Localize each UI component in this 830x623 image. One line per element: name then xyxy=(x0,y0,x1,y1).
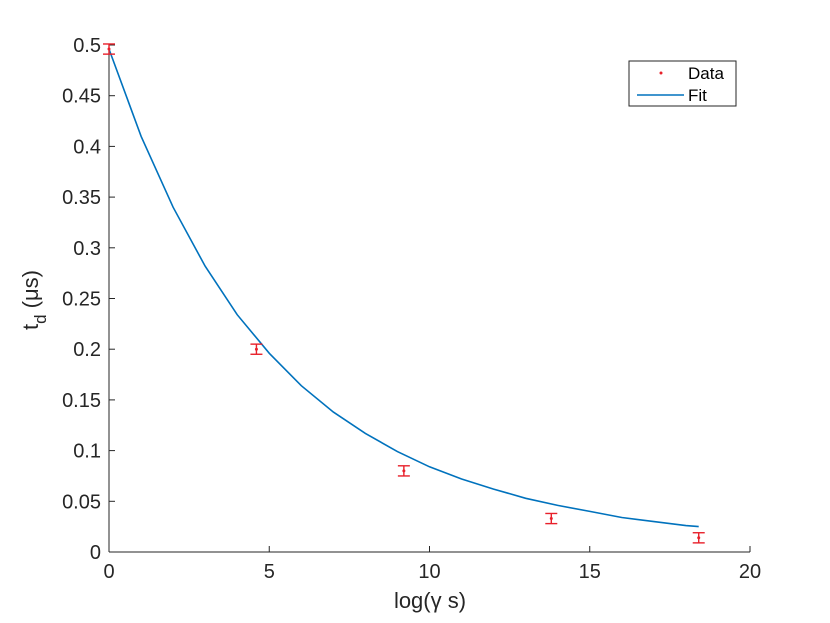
y-axis-title-unit: (μs) xyxy=(18,270,43,308)
x-axis-title: log(γ s) xyxy=(394,588,466,613)
y-tick-label: 0.05 xyxy=(62,491,101,513)
y-tick-label: 0.45 xyxy=(62,86,101,108)
data-point xyxy=(250,343,263,355)
data-marker xyxy=(549,517,553,521)
data-marker xyxy=(402,469,406,473)
data-series xyxy=(103,43,705,544)
data-marker xyxy=(107,47,111,51)
legend: Data Fit xyxy=(628,60,737,107)
x-ticks: 0 5 10 15 20 xyxy=(103,546,761,583)
y-axis-title-main: t xyxy=(18,324,43,330)
x-tick-label: 5 xyxy=(264,561,275,583)
y-tick-label: 0.25 xyxy=(62,289,101,311)
fit-line xyxy=(108,48,699,528)
data-point xyxy=(692,532,705,544)
data-point xyxy=(103,43,115,55)
legend-data-marker xyxy=(659,71,663,75)
x-tick-label: 20 xyxy=(739,561,761,583)
x-tick-label: 10 xyxy=(418,561,440,583)
data-point xyxy=(397,465,410,477)
data-point xyxy=(545,512,558,525)
y-tick-label: 0.5 xyxy=(73,35,101,57)
y-tick-label: 0.15 xyxy=(62,390,101,412)
data-marker xyxy=(254,347,258,351)
y-ticks: 0 0.05 0.1 0.15 0.2 0.25 0.3 0.35 0.4 0.45 0.5 xyxy=(62,35,115,564)
y-tick-label: 0.2 xyxy=(73,339,101,361)
y-tick-label: 0.4 xyxy=(73,136,101,158)
y-tick-label: 0.3 xyxy=(73,238,101,260)
x-tick-label: 0 xyxy=(103,561,114,583)
y-tick-label: 0.35 xyxy=(62,187,101,209)
x-tick-label: 15 xyxy=(579,561,601,583)
fit-series xyxy=(108,48,699,528)
y-tick-label: 0 xyxy=(90,542,101,564)
data-marker xyxy=(697,536,701,540)
y-axis-title-subscript: d xyxy=(31,314,50,323)
legend-fit-label: Fit xyxy=(688,86,707,105)
legend-data-label: Data xyxy=(688,64,724,83)
y-axis-title: td (μs) xyxy=(18,270,50,330)
y-tick-label: 0.1 xyxy=(73,441,101,463)
legend-box xyxy=(628,60,737,107)
